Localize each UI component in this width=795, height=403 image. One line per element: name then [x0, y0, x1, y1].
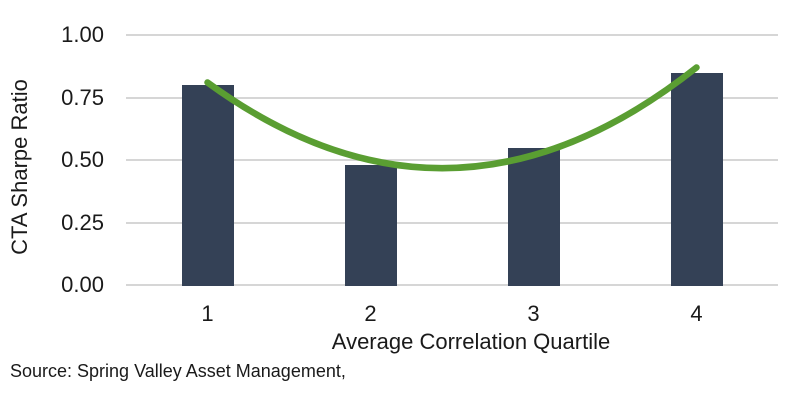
gridline-1.00	[126, 34, 778, 36]
y-tick-label-0.00: 0.00	[61, 272, 104, 297]
bar-quartile-3	[507, 147, 560, 286]
bar-quartile-4	[670, 72, 723, 286]
y-axis-title: CTA Sharpe Ratio	[7, 79, 32, 255]
bar-quartile-1	[181, 85, 234, 286]
bar-quartile-2	[344, 165, 397, 286]
x-axis-title: Average Correlation Quartile	[331, 329, 611, 354]
y-tick-label-1.00: 1.00	[61, 22, 104, 47]
trendline-path	[204, 64, 700, 172]
y-tick-label-0.75: 0.75	[61, 84, 104, 110]
y-tick-label-0.50: 0.50	[61, 147, 104, 172]
gridline-0.25	[126, 221, 778, 224]
x-tick-label-3: 3	[527, 301, 540, 326]
y-tick-label-0.25: 0.25	[61, 209, 104, 235]
source-note: Source: Spring Valley Asset Management,	[10, 361, 346, 381]
x-tick-label-4: 4	[690, 301, 703, 326]
x-tick-label-1: 1	[201, 301, 214, 326]
x-tick-label-2: 2	[364, 301, 377, 326]
gridline-0.00	[126, 284, 778, 286]
